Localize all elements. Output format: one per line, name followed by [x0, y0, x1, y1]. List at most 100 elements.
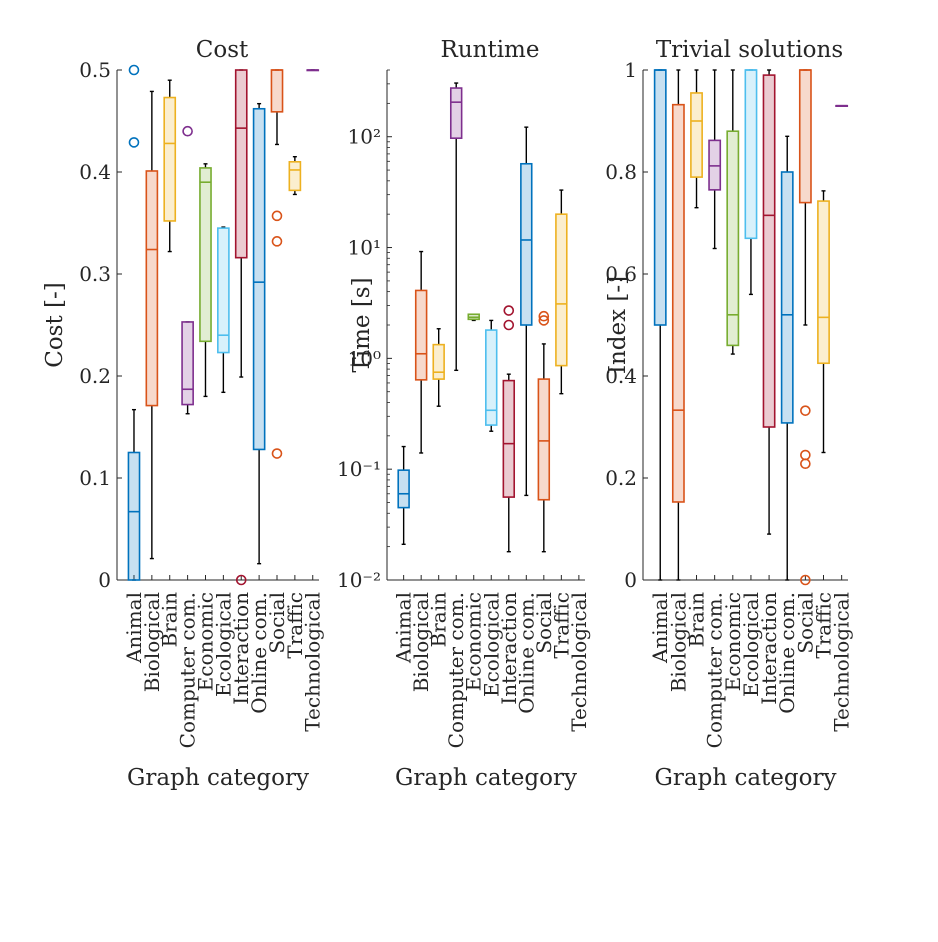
- outlier-point: [800, 405, 811, 416]
- x-tick-label: Computer com.: [444, 592, 468, 748]
- box-iqr: [485, 329, 498, 426]
- box-iqr: [653, 69, 667, 326]
- x-tick-label: Biological: [140, 592, 164, 692]
- x-tick-label: Interaction: [757, 592, 781, 705]
- x-tick-label: Ecological: [739, 592, 763, 697]
- box-ecological: [217, 226, 230, 394]
- box-social: [270, 69, 284, 459]
- box-brain: [432, 328, 445, 407]
- x-tick-label: Traffic: [549, 592, 573, 659]
- box-animal: [397, 445, 410, 545]
- panel-title: Trivial solutions: [656, 37, 843, 63]
- box-computer-com: [181, 125, 194, 415]
- box-online-com: [520, 126, 533, 497]
- outlier-point: [235, 574, 247, 586]
- x-tick-label: Computer com.: [176, 592, 200, 748]
- box-iqr: [414, 289, 428, 381]
- box-interaction: [234, 69, 248, 586]
- x-tick-label: Technological: [567, 592, 591, 732]
- x-tick-label: Online com.: [247, 592, 271, 714]
- y-axis-label: Index [-]: [605, 276, 631, 374]
- box-iqr: [798, 69, 812, 204]
- y-tick-label: 10⁻²: [337, 568, 381, 592]
- box-iqr: [234, 69, 248, 259]
- y-axis-label: Cost [-]: [42, 282, 68, 368]
- box-traffic: [288, 155, 302, 196]
- box-iqr: [252, 107, 266, 451]
- box-ecological: [744, 69, 758, 296]
- box-iqr: [780, 171, 794, 424]
- y-tick-label: 0.6: [605, 262, 637, 286]
- box-economic: [199, 163, 212, 398]
- outlier-point: [538, 315, 550, 326]
- y-tick-label: 0.2: [79, 364, 111, 388]
- y-tick-label: 0.4: [605, 364, 637, 388]
- x-axis-label: Graph category: [127, 765, 309, 791]
- y-tick-label: 0.3: [79, 262, 111, 286]
- outlier-point: [128, 64, 140, 76]
- outlier-point: [503, 319, 515, 331]
- y-tick-label: 1: [624, 58, 637, 82]
- y-tick-label: 0.1: [79, 466, 111, 490]
- box-traffic: [555, 189, 568, 395]
- box-animal: [127, 64, 141, 581]
- box-social: [537, 310, 551, 553]
- box-social: [798, 69, 812, 586]
- y-tick-label: 0.2: [605, 466, 637, 490]
- box-economic: [467, 313, 480, 322]
- outlier-point: [128, 137, 140, 148]
- y-tick-label: 0.4: [79, 160, 111, 184]
- box-online-com: [780, 135, 794, 581]
- box-biological: [671, 69, 685, 581]
- x-tick-label: Ecological: [479, 592, 503, 697]
- box-animal: [653, 69, 667, 581]
- outlier-point: [538, 310, 550, 322]
- x-tick-label: Brain: [427, 592, 451, 648]
- x-tick-label: Interaction: [229, 592, 253, 705]
- outlier-point: [800, 449, 811, 461]
- box-interaction: [502, 305, 516, 553]
- x-axis-label: Graph category: [655, 765, 837, 791]
- box-traffic: [817, 190, 830, 454]
- box-iqr: [127, 451, 141, 581]
- y-tick-label: 0: [624, 568, 637, 592]
- y-tick-label: 0.8: [605, 160, 637, 184]
- y-tick-label: 10⁻¹: [337, 457, 381, 481]
- box-brain: [163, 79, 177, 253]
- x-tick-label: Economic: [193, 592, 217, 691]
- x-tick-label: Social: [532, 592, 556, 654]
- box-biological: [414, 250, 428, 454]
- box-iqr: [145, 170, 159, 407]
- box-iqr: [270, 69, 284, 113]
- x-tick-label: Technological: [830, 592, 854, 732]
- box-iqr: [671, 103, 685, 503]
- box-iqr: [690, 92, 703, 178]
- box-iqr: [449, 87, 463, 139]
- box-iqr: [726, 130, 740, 347]
- box-technological: [306, 69, 320, 72]
- box-iqr: [163, 96, 177, 222]
- panel-1: 0 0.1 0.2 0.3 0.4 0.5 AnimalBiologicalBrainCom…: [42, 37, 325, 791]
- box-ecological: [485, 319, 498, 432]
- box-iqr: [762, 74, 776, 428]
- box-biological: [145, 90, 159, 560]
- box-iqr: [181, 321, 194, 406]
- outlier-point: [182, 125, 193, 137]
- x-tick-label: Brain: [685, 592, 709, 648]
- x-tick-label: Computer com.: [703, 592, 727, 748]
- x-tick-label: Social: [793, 592, 817, 654]
- outlier-point: [800, 574, 811, 586]
- x-tick-label: Ecological: [211, 592, 235, 697]
- box-economic: [726, 69, 740, 355]
- x-tick-label: Economic: [721, 592, 745, 691]
- y-axis-label: Time [s]: [349, 277, 375, 372]
- box-iqr: [288, 161, 302, 192]
- box-iqr: [555, 213, 568, 367]
- box-iqr: [537, 378, 551, 501]
- x-tick-label: Economic: [462, 592, 486, 691]
- box-iqr: [520, 162, 533, 326]
- x-tick-label: Biological: [409, 592, 433, 692]
- x-axis-label: Graph category: [395, 765, 577, 791]
